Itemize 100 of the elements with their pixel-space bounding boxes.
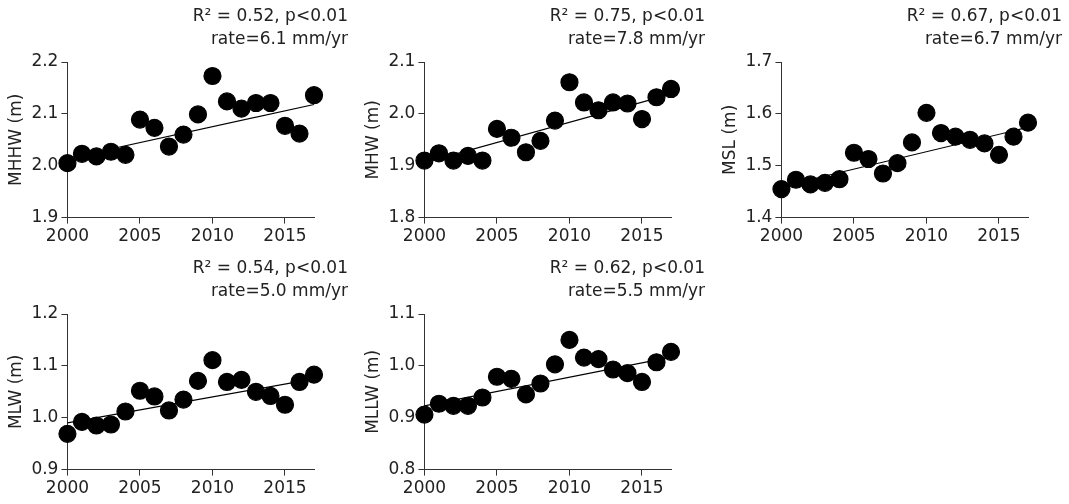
y-tick-label: 2.2 — [31, 50, 59, 71]
point — [275, 395, 295, 414]
point — [116, 145, 135, 164]
point — [246, 93, 266, 113]
text: rate=7.8 mm/yr — [566, 27, 705, 50]
y-tick-label: 1.1 — [388, 302, 416, 323]
y-tick-label: 1.5 — [745, 154, 773, 175]
y-tick-label: 1.1 — [31, 354, 59, 375]
x-tick-label: 2015 — [263, 225, 307, 246]
y-tick-label: 1.6 — [745, 102, 773, 123]
x-tick-label: 2000 — [45, 225, 90, 246]
y-tick-label: 1.7 — [745, 50, 773, 71]
point — [545, 111, 565, 130]
y-axis-title: MSL (m) — [718, 104, 739, 175]
y-tick-label: 2.1 — [31, 102, 59, 123]
x-tick-label: 2005 — [118, 225, 162, 246]
y-tick-label: 1.9 — [31, 206, 59, 227]
text: R² = 0.52, p<0.01 — [192, 4, 348, 27]
x-tick-label: 2015 — [977, 225, 1021, 246]
point — [830, 170, 849, 189]
point — [487, 119, 507, 139]
point — [618, 364, 637, 383]
point — [458, 396, 478, 415]
point — [130, 110, 150, 129]
x-tick-label: 2010 — [190, 477, 235, 498]
point — [516, 385, 536, 404]
point — [275, 116, 295, 135]
y-tick-label: 2.1 — [388, 50, 416, 71]
point — [304, 365, 324, 384]
point — [487, 367, 507, 386]
point — [632, 109, 652, 129]
point — [429, 144, 449, 163]
point — [772, 179, 791, 199]
x-tick-label: 2000 — [45, 477, 90, 498]
point — [58, 154, 77, 173]
point — [473, 151, 492, 170]
point — [989, 145, 1009, 164]
y-axis-title: MHW (m) — [361, 100, 382, 180]
point — [159, 137, 179, 156]
x-tick-label: 2000 — [759, 225, 804, 246]
point — [560, 330, 579, 350]
point — [661, 79, 681, 99]
y-axis-title: MLLW (m) — [361, 349, 382, 434]
point — [174, 390, 193, 409]
text: rate=5.5 mm/yr — [566, 279, 705, 302]
point — [304, 86, 324, 105]
y-tick-label: 1.8 — [388, 206, 416, 227]
point — [502, 369, 521, 388]
point — [531, 131, 550, 150]
y-tick-label: 1.4 — [745, 206, 773, 227]
x-tick-label: 2005 — [118, 477, 162, 498]
point — [415, 405, 434, 424]
point — [203, 351, 222, 370]
point — [203, 66, 222, 86]
point — [844, 143, 864, 162]
point — [545, 355, 565, 374]
point — [888, 154, 907, 173]
point — [859, 149, 878, 169]
x-tick-label: 2015 — [620, 477, 664, 498]
point — [101, 415, 121, 434]
point — [647, 353, 666, 372]
point — [917, 103, 936, 122]
point — [116, 402, 135, 421]
point — [217, 372, 237, 392]
y-tick-label: 1.9 — [388, 154, 416, 175]
point — [188, 105, 208, 124]
point — [531, 374, 550, 393]
x-tick-label: 2015 — [620, 225, 664, 246]
point — [931, 123, 951, 143]
text: rate=6.1 mm/yr — [209, 27, 348, 50]
x-tick-label: 2005 — [475, 225, 519, 246]
text: rate=5.0 mm/yr — [209, 279, 348, 302]
y-tick-label: 2.0 — [31, 154, 59, 175]
point — [188, 371, 208, 391]
point — [560, 73, 579, 92]
point — [261, 93, 280, 113]
y-axis-title: MLW (m) — [4, 354, 25, 430]
point — [516, 143, 536, 162]
point — [145, 387, 164, 406]
y-tick-label: 1.0 — [388, 354, 416, 375]
point — [1018, 113, 1038, 132]
y-tick-label: 0.9 — [388, 406, 416, 427]
x-tick-label: 2015 — [263, 477, 307, 498]
point — [574, 348, 594, 367]
point — [232, 99, 251, 118]
point — [58, 424, 77, 443]
point — [261, 386, 280, 406]
y-tick-label: 0.9 — [31, 458, 59, 479]
x-tick-label: 2010 — [190, 225, 235, 246]
point — [873, 164, 893, 183]
point — [589, 350, 608, 369]
y-tick-label: 1.2 — [31, 302, 59, 323]
point — [574, 93, 594, 112]
point — [902, 133, 922, 152]
point — [145, 118, 164, 137]
x-tick-label: 2000 — [402, 477, 447, 498]
point — [174, 125, 193, 144]
point — [415, 151, 434, 170]
x-tick-label: 2005 — [475, 477, 519, 498]
point — [473, 388, 492, 407]
